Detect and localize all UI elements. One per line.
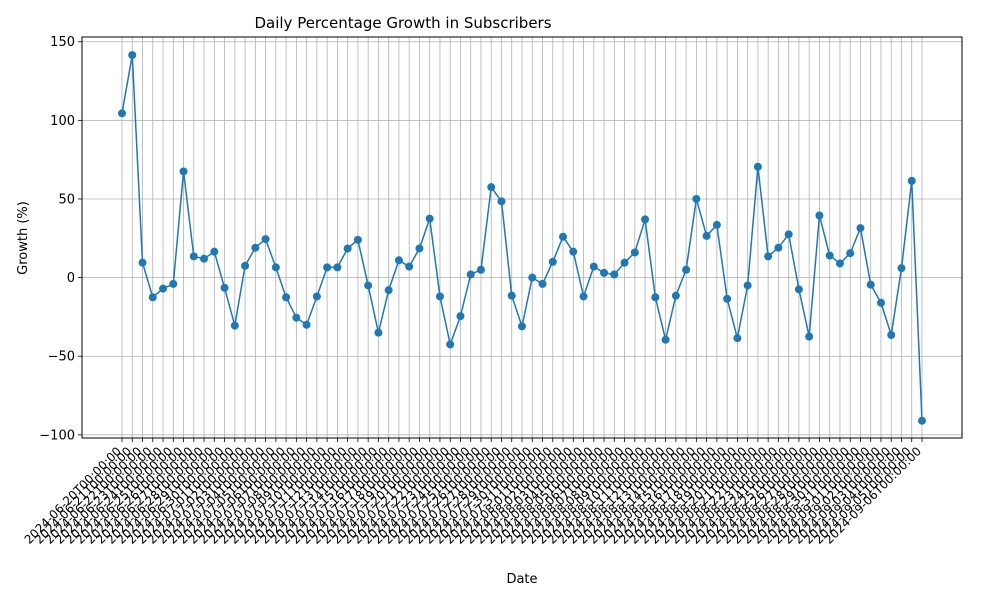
- data-point: [641, 215, 650, 224]
- data-point: [589, 262, 598, 271]
- data-point: [210, 247, 219, 256]
- data-point: [887, 330, 896, 339]
- data-point: [907, 176, 916, 185]
- data-point: [630, 248, 639, 257]
- data-point: [651, 293, 660, 302]
- data-point: [569, 247, 578, 256]
- data-point: [712, 220, 721, 229]
- data-point: [692, 194, 701, 203]
- data-point: [374, 328, 383, 337]
- data-point: [271, 263, 280, 272]
- x-axis-label: Date: [506, 572, 537, 587]
- data-point: [384, 286, 393, 295]
- data-point: [169, 279, 178, 288]
- data-point: [518, 322, 526, 331]
- data-point: [610, 270, 619, 279]
- y-tick-label: −100: [39, 428, 75, 443]
- data-point: [702, 231, 711, 240]
- data-point: [128, 51, 137, 60]
- data-point: [835, 259, 844, 268]
- data-point: [343, 244, 352, 253]
- data-point: [159, 284, 168, 293]
- y-tick-label: 0: [67, 271, 75, 286]
- data-point: [600, 268, 609, 277]
- data-point: [179, 167, 188, 176]
- data-point: [876, 298, 885, 307]
- data-point: [753, 162, 762, 171]
- data-point: [189, 252, 198, 261]
- y-tick-label: 50: [58, 192, 75, 207]
- data-point: [671, 291, 680, 300]
- y-tick-label: 100: [50, 114, 75, 129]
- data-point: [743, 281, 752, 290]
- data-point: [846, 249, 855, 258]
- data-point: [825, 251, 834, 260]
- data-point: [723, 294, 732, 303]
- data-point: [251, 243, 260, 252]
- data-point: [302, 320, 311, 329]
- data-point: [497, 197, 506, 206]
- data-point: [682, 265, 691, 274]
- data-point: [425, 214, 434, 223]
- data-point: [353, 235, 362, 244]
- data-point: [815, 211, 824, 220]
- data-point: [282, 293, 291, 302]
- y-axis-label: Growth (%): [16, 201, 31, 275]
- data-point: [784, 230, 793, 239]
- series: [118, 51, 926, 425]
- data-point: [323, 263, 332, 272]
- data-point: [292, 313, 301, 322]
- y-tick-label: 150: [50, 35, 75, 50]
- grid: [82, 37, 962, 438]
- data-point: [548, 257, 557, 266]
- data-point: [579, 292, 588, 301]
- data-point: [435, 292, 444, 301]
- data-point: [897, 264, 906, 273]
- data-point: [661, 335, 670, 344]
- data-point: [507, 291, 516, 300]
- data-point: [866, 280, 875, 289]
- data-point: [220, 283, 229, 292]
- data-point: [856, 224, 865, 233]
- data-point: [364, 281, 373, 290]
- data-point: [805, 332, 814, 341]
- data-point: [200, 254, 209, 263]
- data-point: [148, 293, 157, 302]
- data-point: [333, 263, 342, 272]
- data-point: [394, 256, 403, 265]
- chart-title: Daily Percentage Growth in Subscribers: [254, 14, 551, 32]
- data-point: [528, 273, 537, 282]
- data-point: [918, 416, 926, 425]
- data-point: [476, 265, 485, 274]
- data-point: [538, 279, 547, 288]
- data-point: [764, 252, 773, 261]
- y-axis: −100 −50 0 50 100 150: [39, 35, 82, 443]
- data-point: [415, 244, 424, 253]
- data-point: [774, 243, 783, 252]
- data-point: [466, 270, 475, 279]
- data-point: [138, 258, 147, 267]
- data-point: [487, 183, 496, 192]
- data-point: [446, 340, 455, 349]
- data-point: [118, 109, 126, 118]
- data-point: [230, 321, 239, 330]
- data-point: [620, 258, 629, 267]
- data-point: [456, 312, 465, 321]
- data-point: [794, 285, 803, 294]
- data-point: [261, 235, 270, 244]
- data-point: [241, 261, 250, 270]
- x-axis: 2024-06-20T00:00:002024-06-21T00:00:0020…: [22, 438, 924, 547]
- data-point: [405, 262, 414, 271]
- data-point: [733, 334, 742, 343]
- data-point: [312, 292, 321, 301]
- data-point: [559, 232, 568, 241]
- y-tick-label: −50: [48, 350, 75, 365]
